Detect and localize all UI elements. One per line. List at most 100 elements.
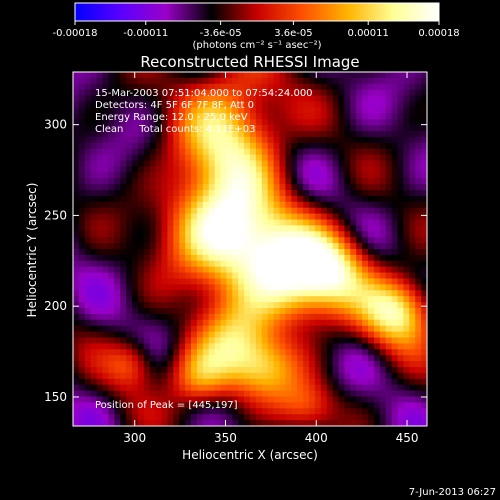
heatmap-cell [391, 414, 399, 421]
heatmap-cell [73, 266, 80, 274]
heatmap-cell [191, 278, 198, 285]
heatmap-cell [285, 396, 292, 403]
heatmap-cell [421, 384, 427, 392]
heatmap-cell [102, 319, 109, 327]
heatmap-cell [191, 95, 198, 103]
heatmap-cell [220, 178, 227, 185]
heatmap-cell [267, 89, 275, 97]
heatmap-cell [161, 319, 168, 327]
heatmap-cell [261, 184, 269, 191]
heatmap-cell [214, 101, 222, 108]
heatmap-cell [326, 77, 334, 85]
heatmap-cell [250, 296, 257, 303]
heatmap-cell [385, 367, 393, 374]
heatmap-cell [226, 372, 233, 380]
heatmap-cell [126, 290, 133, 297]
heatmap-cell [196, 372, 204, 380]
heatmap-cell [73, 201, 80, 209]
heatmap-cell [155, 154, 163, 162]
heatmap-cell [208, 355, 216, 362]
heatmap-cell [167, 260, 174, 268]
heatmap-cell [326, 349, 334, 356]
heatmap-cell [108, 372, 115, 380]
y-tick-label: 200 [44, 299, 67, 313]
heatmap-cell [373, 172, 381, 179]
heatmap-cell [161, 160, 168, 167]
heatmap-cell [84, 367, 92, 374]
heatmap-cell [356, 420, 363, 426]
heatmap-cell [238, 113, 245, 120]
heatmap-cell [232, 308, 239, 315]
heatmap-cell [173, 254, 180, 262]
heatmap-cell [191, 172, 198, 179]
heatmap-cell [403, 249, 410, 256]
heatmap-cell [137, 201, 145, 209]
heatmap-cell [114, 378, 121, 386]
heatmap-cell [120, 361, 127, 368]
heatmap-cell [385, 290, 393, 297]
heatmap-cell [385, 237, 393, 244]
heatmap-cell [309, 325, 316, 333]
heatmap-cell [244, 355, 251, 362]
heatmap-cell [137, 420, 145, 426]
heatmap-cell [196, 219, 204, 226]
heatmap-cell [102, 72, 109, 79]
heatmap-cell [267, 284, 275, 291]
heatmap-cell [332, 367, 340, 374]
heatmap-cell [167, 213, 174, 221]
heatmap-cell [397, 131, 404, 138]
heatmap-cell [409, 367, 416, 374]
heatmap-cell [350, 131, 357, 138]
heatmap-cell [314, 77, 322, 85]
heatmap-cell [96, 355, 104, 362]
heatmap-cell [415, 343, 422, 350]
heatmap-cell [297, 201, 304, 209]
heatmap-cell [214, 201, 222, 209]
heatmap-cell [320, 172, 328, 179]
heatmap-cell [185, 313, 192, 321]
heatmap-cell [96, 367, 104, 374]
heatmap-cell [244, 296, 251, 303]
heatmap-cell [78, 195, 86, 203]
heatmap-cell [279, 302, 286, 309]
heatmap-cell [120, 231, 127, 238]
heatmap-cell [368, 95, 375, 103]
heatmap-cell [332, 125, 340, 132]
heatmap-cell [232, 95, 239, 103]
heatmap-cell [285, 308, 292, 315]
heatmap-cell [120, 148, 127, 156]
heatmap-cell [196, 101, 204, 108]
heatmap-cell [267, 266, 275, 274]
heatmap-cell [309, 313, 316, 321]
heatmap-cell [220, 290, 227, 297]
heatmap-cell [238, 184, 245, 191]
heatmap-cell [297, 83, 304, 91]
heatmap-cell [179, 284, 186, 291]
heatmap-cell [403, 178, 410, 185]
heatmap-cell [232, 290, 239, 297]
heatmap-cell [326, 313, 334, 321]
heatmap-cell [273, 95, 281, 103]
heatmap-cell [261, 243, 269, 250]
heatmap-cell [409, 260, 416, 268]
heatmap-cell [403, 266, 410, 274]
heatmap-cell [350, 284, 357, 291]
heatmap-cell [320, 249, 328, 256]
heatmap-cell [196, 166, 204, 173]
heatmap-cell [73, 361, 80, 368]
heatmap-cell [149, 72, 157, 79]
heatmap-cell [108, 166, 115, 173]
heatmap-cell [261, 384, 269, 392]
heatmap-cell [232, 278, 239, 285]
heatmap-cell [167, 319, 174, 327]
heatmap-cell [108, 414, 115, 421]
heatmap-cell [73, 184, 80, 191]
heatmap-cell [149, 190, 157, 197]
heatmap-cell [421, 272, 427, 280]
heatmap-cell [409, 278, 416, 285]
heatmap-cell [208, 148, 216, 156]
heatmap-cell [338, 231, 345, 238]
heatmap-cell [303, 95, 310, 103]
heatmap-cell [373, 355, 381, 362]
heatmap-cell [238, 249, 245, 256]
